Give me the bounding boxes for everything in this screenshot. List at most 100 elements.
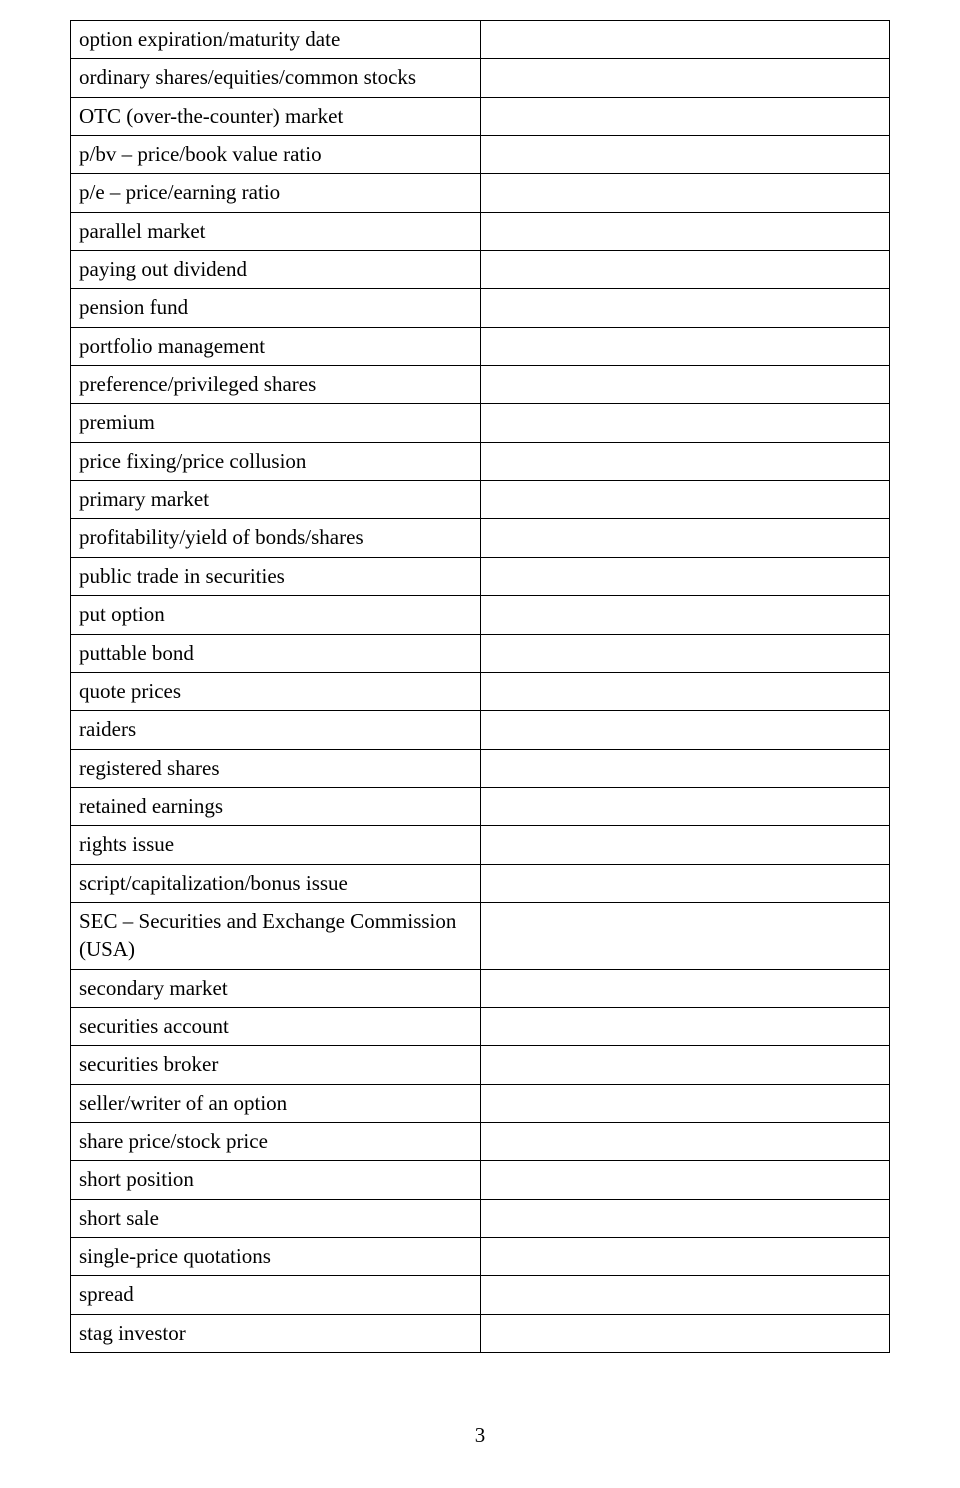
table-row: single-price quotations <box>71 1238 890 1276</box>
table-row: secondary market <box>71 969 890 1007</box>
table-row: portfolio management <box>71 327 890 365</box>
page: option expiration/maturity dateordinary … <box>0 0 960 1488</box>
term-cell: share price/stock price <box>71 1122 481 1160</box>
table-row: short position <box>71 1161 890 1199</box>
definition-cell <box>480 174 890 212</box>
table-row: profitability/yield of bonds/shares <box>71 519 890 557</box>
definition-cell <box>480 481 890 519</box>
definition-cell <box>480 864 890 902</box>
definition-cell <box>480 1084 890 1122</box>
term-cell: put option <box>71 596 481 634</box>
table-row: pension fund <box>71 289 890 327</box>
glossary-table: option expiration/maturity dateordinary … <box>70 20 890 1353</box>
table-row: spread <box>71 1276 890 1314</box>
definition-cell <box>480 404 890 442</box>
table-row: parallel market <box>71 212 890 250</box>
table-row: script/capitalization/bonus issue <box>71 864 890 902</box>
definition-cell <box>480 1122 890 1160</box>
definition-cell <box>480 442 890 480</box>
term-cell: securities broker <box>71 1046 481 1084</box>
table-row: short sale <box>71 1199 890 1237</box>
table-row: premium <box>71 404 890 442</box>
term-cell: premium <box>71 404 481 442</box>
definition-cell <box>480 212 890 250</box>
term-cell: single-price quotations <box>71 1238 481 1276</box>
table-row: seller/writer of an option <box>71 1084 890 1122</box>
definition-cell <box>480 289 890 327</box>
table-row: p/e – price/earning ratio <box>71 174 890 212</box>
definition-cell <box>480 711 890 749</box>
term-cell: profitability/yield of bonds/shares <box>71 519 481 557</box>
term-cell: SEC – Securities and Exchange Commission… <box>71 902 481 969</box>
term-cell: rights issue <box>71 826 481 864</box>
table-row: securities broker <box>71 1046 890 1084</box>
definition-cell <box>480 634 890 672</box>
definition-cell <box>480 596 890 634</box>
table-row: put option <box>71 596 890 634</box>
table-row: price fixing/price collusion <box>71 442 890 480</box>
term-cell: price fixing/price collusion <box>71 442 481 480</box>
table-row: puttable bond <box>71 634 890 672</box>
term-cell: stag investor <box>71 1314 481 1352</box>
table-row: public trade in securities <box>71 557 890 595</box>
table-row: OTC (over-the-counter) market <box>71 97 890 135</box>
definition-cell <box>480 1314 890 1352</box>
term-cell: puttable bond <box>71 634 481 672</box>
term-cell: portfolio management <box>71 327 481 365</box>
definition-cell <box>480 902 890 969</box>
term-cell: registered shares <box>71 749 481 787</box>
term-cell: public trade in securities <box>71 557 481 595</box>
term-cell: p/e – price/earning ratio <box>71 174 481 212</box>
term-cell: short position <box>71 1161 481 1199</box>
definition-cell <box>480 1046 890 1084</box>
definition-cell <box>480 1276 890 1314</box>
term-cell: OTC (over-the-counter) market <box>71 97 481 135</box>
term-cell: raiders <box>71 711 481 749</box>
term-cell: paying out dividend <box>71 251 481 289</box>
definition-cell <box>480 59 890 97</box>
table-row: primary market <box>71 481 890 519</box>
term-cell: spread <box>71 1276 481 1314</box>
table-row: raiders <box>71 711 890 749</box>
table-row: SEC – Securities and Exchange Commission… <box>71 902 890 969</box>
term-cell: parallel market <box>71 212 481 250</box>
table-row: ordinary shares/equities/common stocks <box>71 59 890 97</box>
term-cell: preference/privileged shares <box>71 366 481 404</box>
table-row: share price/stock price <box>71 1122 890 1160</box>
term-cell: seller/writer of an option <box>71 1084 481 1122</box>
term-cell: script/capitalization/bonus issue <box>71 864 481 902</box>
table-row: retained earnings <box>71 787 890 825</box>
definition-cell <box>480 21 890 59</box>
definition-cell <box>480 557 890 595</box>
term-cell: option expiration/maturity date <box>71 21 481 59</box>
page-number: 3 <box>70 1423 890 1448</box>
glossary-tbody: option expiration/maturity dateordinary … <box>71 21 890 1353</box>
table-row: rights issue <box>71 826 890 864</box>
table-row: paying out dividend <box>71 251 890 289</box>
term-cell: short sale <box>71 1199 481 1237</box>
table-row: stag investor <box>71 1314 890 1352</box>
definition-cell <box>480 1007 890 1045</box>
term-cell: ordinary shares/equities/common stocks <box>71 59 481 97</box>
definition-cell <box>480 366 890 404</box>
table-row: quote prices <box>71 672 890 710</box>
table-row: securities account <box>71 1007 890 1045</box>
table-row: registered shares <box>71 749 890 787</box>
definition-cell <box>480 826 890 864</box>
definition-cell <box>480 787 890 825</box>
term-cell: p/bv – price/book value ratio <box>71 136 481 174</box>
definition-cell <box>480 97 890 135</box>
definition-cell <box>480 749 890 787</box>
term-cell: primary market <box>71 481 481 519</box>
definition-cell <box>480 1199 890 1237</box>
definition-cell <box>480 251 890 289</box>
definition-cell <box>480 327 890 365</box>
definition-cell <box>480 1161 890 1199</box>
definition-cell <box>480 969 890 1007</box>
definition-cell <box>480 136 890 174</box>
term-cell: secondary market <box>71 969 481 1007</box>
term-cell: securities account <box>71 1007 481 1045</box>
definition-cell <box>480 672 890 710</box>
table-row: preference/privileged shares <box>71 366 890 404</box>
term-cell: retained earnings <box>71 787 481 825</box>
